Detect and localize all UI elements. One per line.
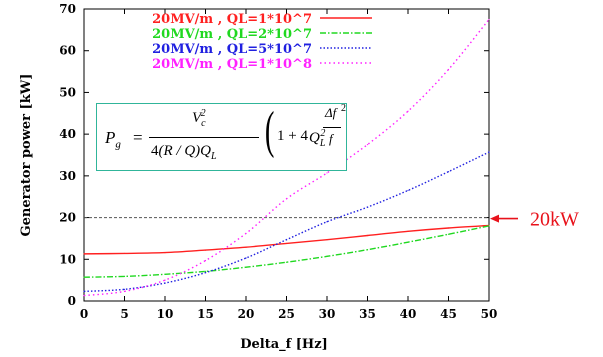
series-3-point bbox=[245, 257, 247, 259]
series-2-point bbox=[366, 249, 369, 251]
series-4-point bbox=[326, 172, 328, 174]
y-tick-label: 40 bbox=[59, 127, 76, 141]
series-3-point bbox=[285, 239, 288, 241]
series-2-point bbox=[488, 225, 490, 227]
series-group bbox=[83, 18, 490, 297]
y-tick-label: 20 bbox=[59, 211, 76, 225]
series-4-point bbox=[245, 232, 247, 235]
annotation-arrowhead bbox=[490, 214, 499, 223]
series-4-point bbox=[83, 294, 85, 297]
series-2-point bbox=[204, 270, 207, 272]
formula-f: f bbox=[329, 131, 333, 146]
series-3-point bbox=[447, 171, 450, 173]
series-2-point bbox=[447, 233, 450, 235]
x-tick-label: 25 bbox=[278, 307, 295, 321]
series-1-point bbox=[285, 242, 288, 245]
annotation: 20kW bbox=[490, 209, 579, 231]
y-tick-label: 60 bbox=[59, 44, 76, 58]
series-line-2 bbox=[83, 225, 490, 278]
x-axis-title: Delta_f [Hz] bbox=[240, 337, 328, 352]
series-2-point bbox=[123, 275, 126, 277]
legend-label-2: 20MV/m , QL=2*10^7 bbox=[152, 27, 312, 42]
series-3-point bbox=[407, 189, 409, 192]
series-1-point bbox=[83, 253, 85, 255]
series-4-point bbox=[204, 259, 207, 262]
x-tick-label: 20 bbox=[238, 307, 255, 321]
series-3-point bbox=[204, 272, 207, 274]
series-1 bbox=[83, 224, 490, 255]
legend-label-3: 20MV/m , QL=5*10^7 bbox=[152, 42, 312, 57]
series-1-point bbox=[326, 239, 328, 241]
formula-equals: = bbox=[133, 128, 143, 147]
x-tick-label: 0 bbox=[80, 307, 88, 321]
legend-label-1: 20MV/m , QL=1*10^7 bbox=[152, 12, 312, 27]
formula-one-plus: 1 + 4 bbox=[277, 128, 308, 144]
series-1-point bbox=[407, 230, 409, 232]
series-4-point bbox=[164, 279, 166, 281]
series-4-point bbox=[366, 143, 369, 146]
series-2-point bbox=[326, 255, 328, 257]
series-1-point bbox=[447, 227, 450, 229]
series-1-point bbox=[366, 234, 369, 237]
formula-open-paren: ( bbox=[264, 102, 275, 159]
y-tick-label: 70 bbox=[59, 2, 76, 16]
formula-numerator: Vc2 bbox=[192, 108, 206, 129]
x-tick-label: 45 bbox=[440, 307, 457, 321]
formula-lhs: Pg bbox=[105, 128, 121, 151]
series-4-point bbox=[123, 290, 126, 293]
x-tick-label: 50 bbox=[481, 307, 498, 321]
formula-inner-fraction-line bbox=[323, 127, 341, 128]
legend-label-4: 20MV/m , QL=1*10^8 bbox=[152, 57, 312, 72]
series-2-point bbox=[83, 276, 85, 278]
y-axis-title: Generator power [kW] bbox=[19, 74, 34, 237]
x-tick-label: 35 bbox=[359, 307, 376, 321]
formula-delta-f: Δf bbox=[325, 105, 337, 120]
x-tick-label: 30 bbox=[319, 307, 336, 321]
series-1-point bbox=[164, 252, 166, 254]
formula-outer-sup: 2 bbox=[341, 103, 346, 114]
series-2-point bbox=[285, 261, 288, 263]
series-3-point bbox=[83, 290, 85, 293]
annotation-label: 20kW bbox=[530, 209, 579, 231]
series-2-point bbox=[245, 266, 247, 268]
series-3-point bbox=[488, 151, 490, 153]
series-3-point bbox=[326, 221, 328, 223]
series-4-point bbox=[488, 18, 490, 21]
series-3 bbox=[83, 151, 490, 293]
series-4-point bbox=[285, 198, 288, 200]
series-2-point bbox=[407, 241, 409, 243]
x-tick-label: 15 bbox=[197, 307, 214, 321]
formula-denominator: 4(R / Q)QL bbox=[151, 143, 217, 162]
y-tick-label: 10 bbox=[59, 252, 76, 266]
y-tick-label: 30 bbox=[59, 169, 76, 183]
series-3-point bbox=[164, 282, 166, 284]
x-tick-label: 40 bbox=[400, 307, 417, 321]
y-tick-label: 0 bbox=[68, 294, 76, 308]
series-4-point bbox=[407, 110, 409, 112]
series-3-point bbox=[123, 288, 126, 290]
series-1-point bbox=[245, 246, 247, 248]
formula-fraction-line bbox=[149, 137, 259, 138]
ticks: 0 5 10 15 20 25 30 35 40 45 50 0 10 20 30 40 50 60 70 bbox=[59, 2, 497, 321]
formula-ql-squared: QL2 bbox=[309, 128, 326, 149]
x-tick-label: 5 bbox=[120, 307, 128, 321]
series-line-3 bbox=[83, 151, 490, 293]
series-4 bbox=[83, 18, 490, 297]
formula-box: Pg = Vc2 4(R / Q)QL ( 1 + 4 QL2 ( Δf f 2 bbox=[96, 103, 347, 171]
series-3-point bbox=[366, 206, 369, 208]
series-2-point bbox=[164, 273, 166, 275]
series-4-point bbox=[447, 68, 450, 71]
series-1-point bbox=[123, 252, 126, 255]
series-2 bbox=[83, 225, 490, 278]
y-tick-label: 50 bbox=[59, 85, 76, 99]
series-1-point bbox=[204, 249, 207, 251]
x-tick-label: 10 bbox=[157, 307, 174, 321]
